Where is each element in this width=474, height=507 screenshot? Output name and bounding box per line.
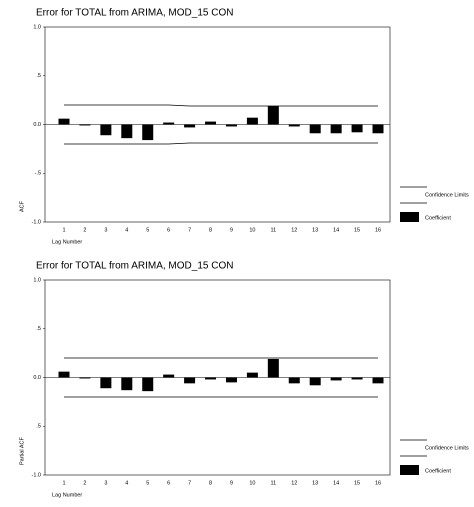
x-tick-label: 16 xyxy=(375,480,381,486)
x-tick-label: 2 xyxy=(83,227,86,233)
bar xyxy=(121,377,133,391)
bar xyxy=(351,124,363,133)
bar xyxy=(205,121,217,125)
x-tick-label: 15 xyxy=(354,480,360,486)
y-tick-label: 0.0 xyxy=(33,375,41,381)
x-tick-label: 5 xyxy=(146,480,149,486)
x-tick-label: 4 xyxy=(125,227,128,233)
bar xyxy=(267,358,279,378)
bar xyxy=(246,372,258,378)
x-tick-label: 14 xyxy=(333,227,339,233)
x-tick-label: 10 xyxy=(249,227,255,233)
bar xyxy=(225,377,237,383)
y-tick-label: 1.0 xyxy=(33,24,41,30)
bar xyxy=(163,122,175,125)
y-tick-label: -1.0 xyxy=(32,472,41,478)
bar xyxy=(267,105,279,125)
x-tick-label: 4 xyxy=(125,480,128,486)
x-tick-label: 1 xyxy=(62,227,65,233)
bar xyxy=(288,377,300,384)
bar xyxy=(309,124,321,134)
y-axis-label: ACF xyxy=(19,200,25,212)
bar xyxy=(288,124,300,127)
y-tick-label: .5 xyxy=(36,424,41,430)
legend-label: Coefficient xyxy=(425,468,451,474)
legend-label: Confidence Limits xyxy=(425,445,469,451)
x-tick-label: 13 xyxy=(312,480,318,486)
bar xyxy=(351,377,363,380)
bar xyxy=(184,124,196,128)
bar xyxy=(163,374,175,378)
x-tick-label: 5 xyxy=(146,227,149,233)
chart-title: Error for TOTAL from ARIMA, MOD_15 CON xyxy=(36,8,233,19)
bar xyxy=(184,377,196,384)
y-axis-label: Partial ACF xyxy=(19,437,25,465)
bar xyxy=(372,124,384,134)
x-tick-label: 11 xyxy=(270,227,276,233)
x-tick-label: 10 xyxy=(249,480,255,486)
x-tick-label: 7 xyxy=(188,480,191,486)
x-tick-label: 13 xyxy=(312,227,318,233)
x-axis-label: Lag Number xyxy=(52,492,82,498)
y-tick-label: 0.0 xyxy=(33,122,41,128)
confidence-limit xyxy=(64,104,378,107)
x-tick-label: 6 xyxy=(167,227,170,233)
x-tick-label: 12 xyxy=(291,227,297,233)
confidence-limit xyxy=(64,142,378,145)
bar xyxy=(246,117,258,125)
x-tick-label: 3 xyxy=(104,480,107,486)
legend-label: Coefficient xyxy=(425,215,451,221)
legend-swatch xyxy=(400,465,419,475)
y-tick-label: -1.0 xyxy=(32,219,41,225)
bar xyxy=(225,124,237,127)
bar xyxy=(100,377,112,389)
x-tick-label: 2 xyxy=(83,480,86,486)
legend-label: Confidence Limits xyxy=(425,192,469,198)
legend-swatch xyxy=(400,212,419,222)
bar xyxy=(309,377,321,386)
x-tick-label: 12 xyxy=(291,480,297,486)
x-tick-label: 1 xyxy=(62,480,65,486)
bar xyxy=(79,124,91,126)
bar xyxy=(121,124,133,139)
bar xyxy=(330,377,342,381)
x-tick-label: 16 xyxy=(375,227,381,233)
bar xyxy=(142,377,154,392)
y-tick-label: -.5 xyxy=(35,171,41,177)
x-tick-label: 14 xyxy=(333,480,339,486)
x-tick-label: 9 xyxy=(230,227,233,233)
bar xyxy=(79,377,91,379)
x-tick-label: 9 xyxy=(230,480,233,486)
x-tick-label: 8 xyxy=(209,480,212,486)
bar xyxy=(372,377,384,384)
bar xyxy=(205,377,217,380)
bar xyxy=(100,124,112,136)
x-tick-label: 6 xyxy=(167,480,170,486)
x-tick-label: 3 xyxy=(104,227,107,233)
bar xyxy=(330,124,342,134)
bar xyxy=(142,124,154,141)
bar xyxy=(58,118,70,125)
x-axis-label: Lag Number xyxy=(52,239,82,245)
x-tick-label: 7 xyxy=(188,227,191,233)
bar xyxy=(58,371,70,378)
x-tick-label: 15 xyxy=(354,227,360,233)
x-tick-label: 8 xyxy=(209,227,212,233)
chart-title: Error for TOTAL from ARIMA, MOD_15 CON xyxy=(36,261,233,272)
y-tick-label: 1.0 xyxy=(33,277,41,283)
y-tick-label: .5 xyxy=(36,73,41,79)
y-tick-label: .5 xyxy=(36,326,41,332)
x-tick-label: 11 xyxy=(270,480,276,486)
